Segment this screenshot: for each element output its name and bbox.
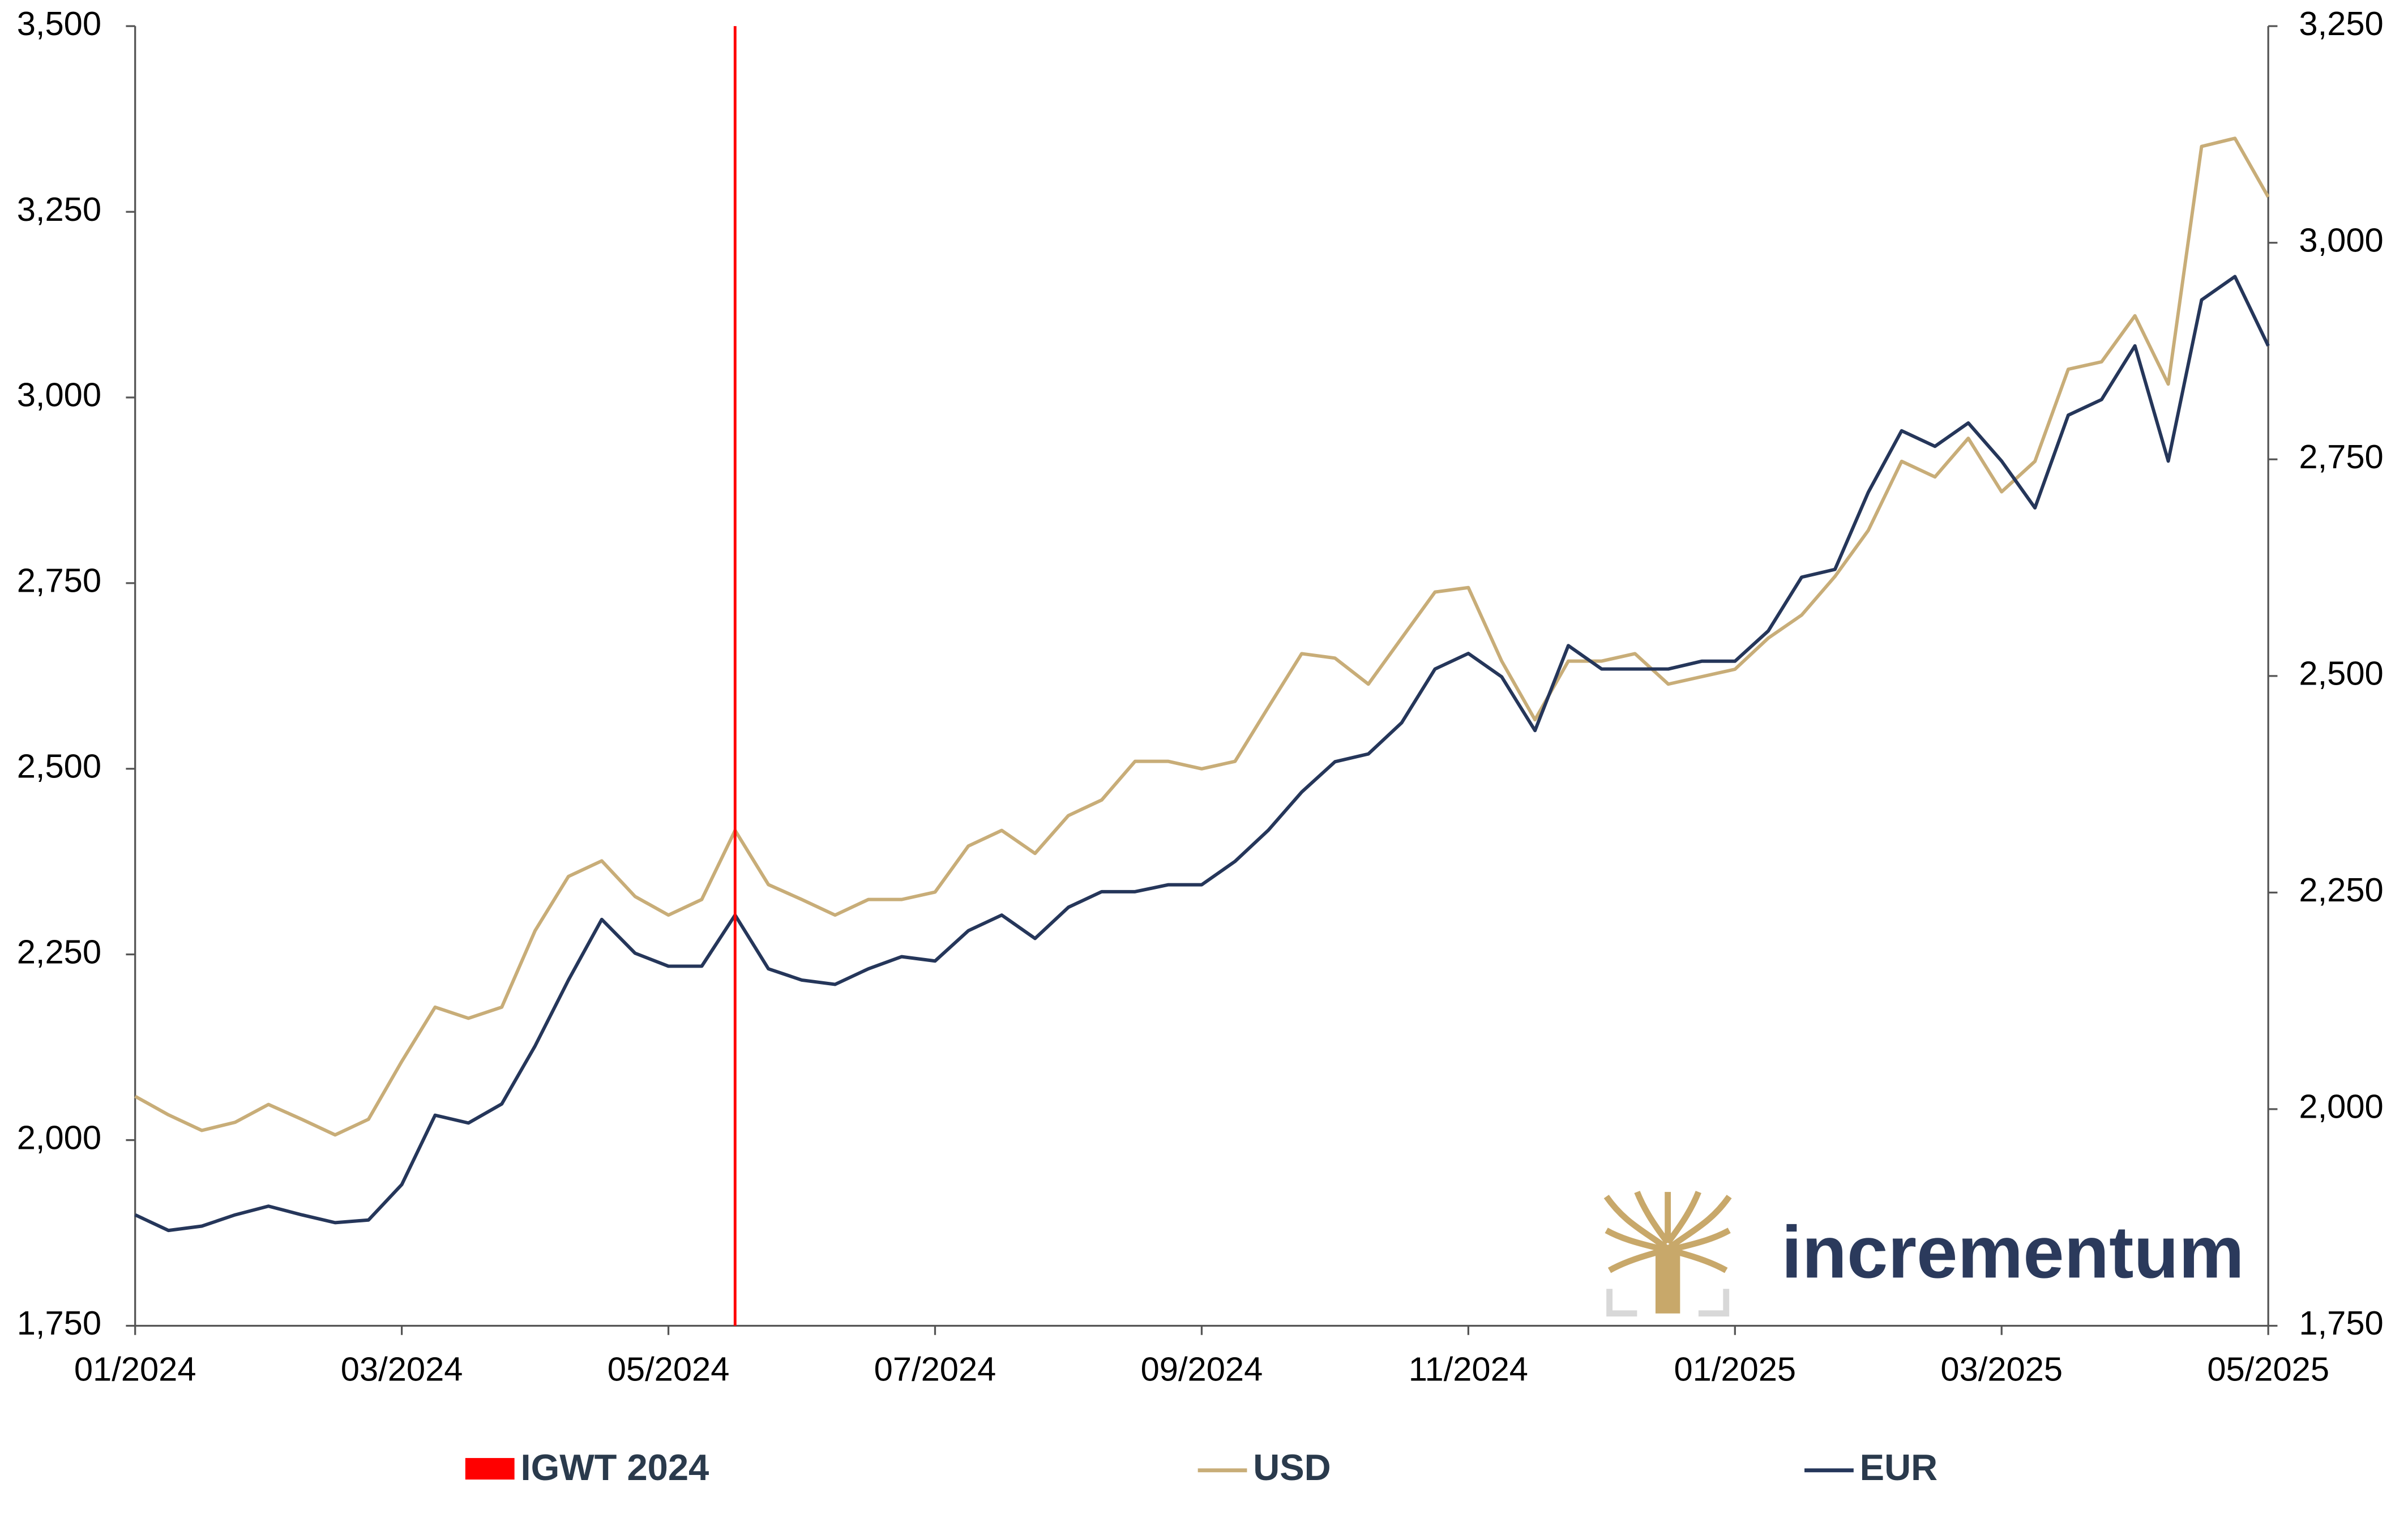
y2-tick-label: 2,250 (2299, 871, 2383, 909)
y2-tick-label: 2,000 (2299, 1088, 2383, 1126)
y2-tick-label: 1,750 (2299, 1304, 2383, 1342)
x-tick-label: 01/2025 (1674, 1350, 1796, 1388)
y-tick-label: 2,250 (17, 933, 101, 970)
x-tick-label: 07/2024 (874, 1350, 996, 1388)
y-tick-label: 2,750 (17, 562, 101, 600)
x-tick-label: 05/2025 (2207, 1350, 2329, 1388)
x-tick-label: 03/2024 (341, 1350, 463, 1388)
y-tick-label: 2,000 (17, 1118, 101, 1156)
y2-tick-label: 2,750 (2299, 438, 2383, 476)
logo-text: incrementum (1781, 1211, 2244, 1293)
x-tick-label: 05/2024 (608, 1350, 730, 1388)
line-series (134, 275, 2270, 1233)
legend-label: IGWT 2024 (520, 1447, 709, 1488)
y-tick-label: 3,250 (17, 190, 101, 228)
x-tick-label: 09/2024 (1141, 1350, 1263, 1388)
legend-label: USD (1253, 1447, 1331, 1488)
logo-icon (1603, 1191, 1732, 1317)
y2-tick-label: 2,500 (2299, 655, 2383, 692)
y-tick-label: 1,750 (17, 1304, 101, 1342)
x-tick-label: 11/2024 (1409, 1350, 1528, 1388)
y2-tick-label: 3,000 (2299, 221, 2383, 259)
x-tick-label: 01/2024 (74, 1350, 196, 1388)
y-tick-label: 3,000 (17, 376, 101, 414)
y-tick-label: 2,500 (17, 747, 101, 785)
x-tick-label: 03/2025 (1940, 1350, 2063, 1388)
y-tick-label: 3,500 (17, 5, 101, 42)
legend-swatch (465, 1458, 515, 1480)
legend-label: EUR (1860, 1447, 1937, 1488)
y2-tick-label: 3,250 (2299, 5, 2383, 42)
line-series (134, 136, 2270, 1137)
